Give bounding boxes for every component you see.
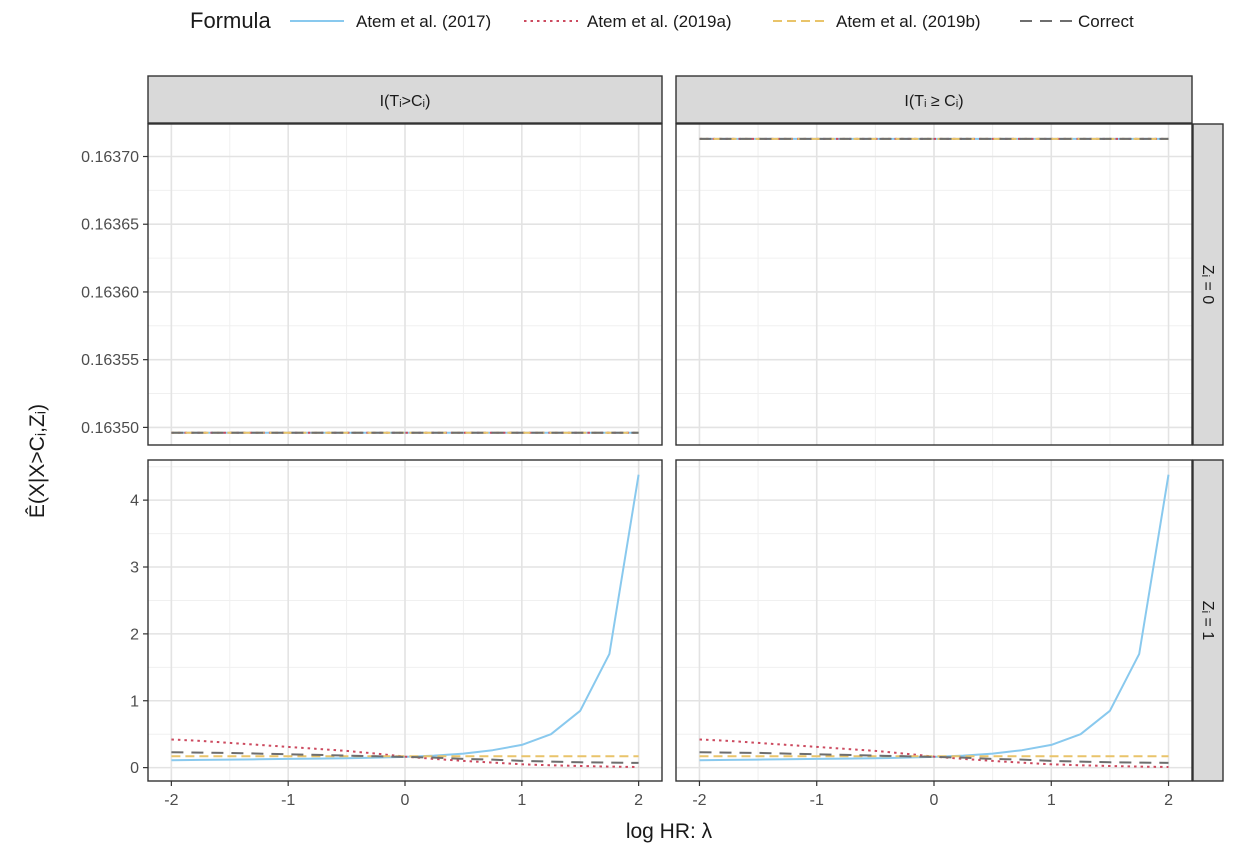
facet-strips: Zᵢ = 0 Zᵢ = 1 I(Tᵢ>Cᵢ) I(Tᵢ ≥ Cᵢ): [147, 75, 1224, 782]
legend: Formula Atem et al. (2017) Atem et al. (2…: [190, 8, 1134, 33]
y-tick-label: 0.16355: [81, 352, 139, 369]
x-tick-label: -1: [281, 792, 295, 809]
col-strip-label: I(Tᵢ>Cᵢ): [380, 93, 431, 110]
series-line-correct: [171, 751, 639, 764]
col-strip-label: I(Tᵢ ≥ Cᵢ): [904, 93, 963, 110]
x-tick-label: 0: [401, 792, 410, 809]
col-strip: [675, 75, 1193, 124]
y-tick-label: 0.16365: [81, 217, 139, 234]
panel-border: [675, 123, 1193, 446]
panel-r1-c2: [675, 123, 1193, 446]
x-tick-label: 2: [634, 792, 643, 809]
x-tick-label: 2: [1164, 792, 1173, 809]
row-strip-label: Zᵢ = 1: [1199, 601, 1216, 641]
x-tick-label: 0: [930, 792, 939, 809]
panel-r2-c1: [147, 459, 663, 782]
x-axis-title: log HR: λ: [626, 820, 713, 843]
legend-label-3: Atem et al. (2019b): [836, 12, 981, 31]
x-tick-label: -1: [810, 792, 824, 809]
y-tick-label: 0: [130, 760, 139, 777]
x-tick-label: -2: [692, 792, 706, 809]
panel-r2-c2: [675, 459, 1193, 782]
y-tick-label: 3: [130, 560, 139, 577]
row-strip: [1192, 459, 1224, 782]
y-axis-title: Ê(X|X>Cᵢ,Zᵢ): [26, 404, 49, 518]
x-tick-label: -2: [164, 792, 178, 809]
y-tick-label: 1: [130, 693, 139, 710]
series-line-atem-et-al-2019a: [699, 738, 1169, 768]
facet-panels: [147, 123, 1193, 782]
panel-r1-c1: [147, 123, 663, 446]
legend-label-1: Atem et al. (2017): [356, 12, 491, 31]
x-axis-ticks: -2 -1 0 1 2 -2 -1 0 1 2: [164, 781, 1173, 809]
x-tick-label: 1: [1047, 792, 1056, 809]
row-strip-label: Zᵢ = 0: [1199, 265, 1216, 305]
series-line-correct: [699, 751, 1169, 764]
y-tick-label: 0.16350: [81, 420, 139, 437]
y-tick-label: 4: [130, 493, 139, 510]
legend-title: Formula: [190, 8, 271, 33]
legend-label-2: Atem et al. (2019a): [587, 12, 732, 31]
legend-label-4: Correct: [1078, 12, 1134, 31]
col-strip: [147, 75, 663, 124]
y-axis-ticks: 0.16350 0.16355 0.16360 0.16365 0.16370 0 1 2 3 4: [81, 149, 148, 777]
series-line-atem-et-al-2019a: [171, 738, 639, 768]
y-tick-label: 0.16370: [81, 149, 139, 166]
y-tick-label: 2: [130, 626, 139, 643]
panel-border: [147, 123, 663, 446]
x-tick-label: 1: [517, 792, 526, 809]
y-tick-label: 0.16360: [81, 284, 139, 301]
row-strip: [1192, 123, 1224, 446]
